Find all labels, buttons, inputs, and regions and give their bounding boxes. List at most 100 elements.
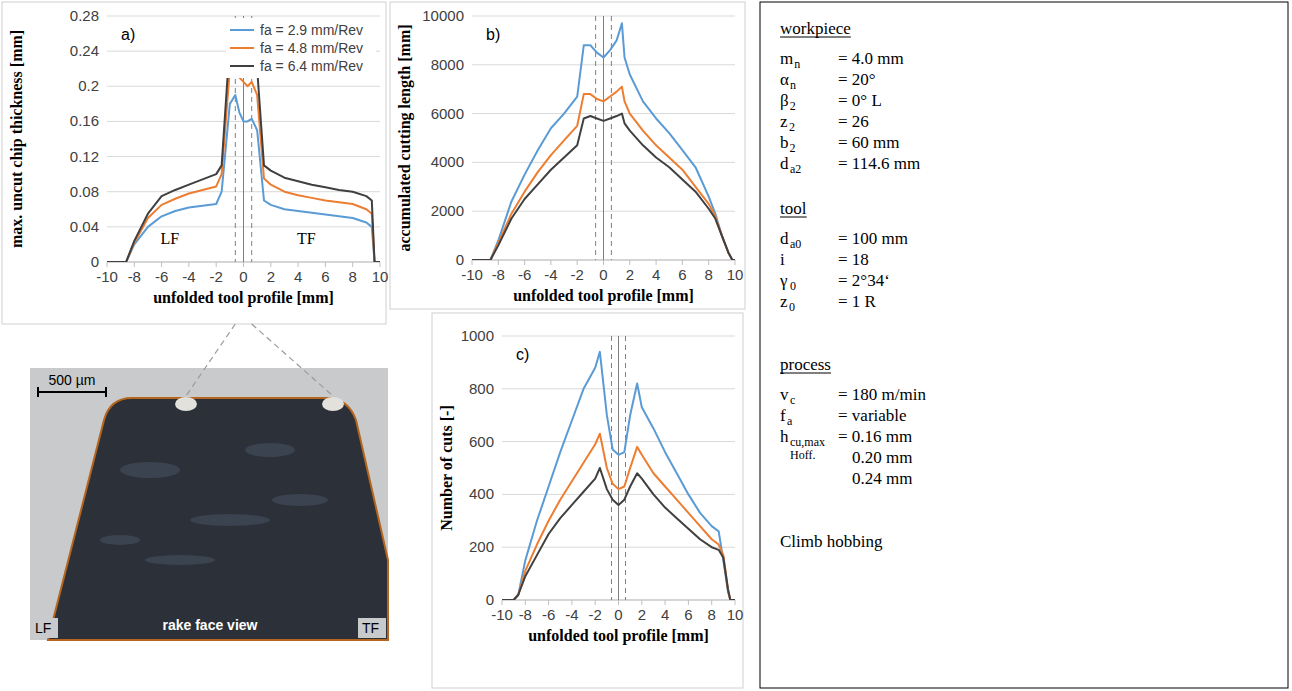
series-line (472, 87, 735, 260)
wear-spot (175, 397, 197, 411)
tick-mark (298, 262, 299, 267)
x-axis-title: unfolded tool profile [mm] (513, 287, 694, 305)
reference-line (611, 336, 612, 600)
tick-mark (502, 600, 503, 605)
x-tick-label: -2 (571, 266, 584, 283)
tick-mark (688, 600, 689, 605)
y-axis-title: max. uncut chip thickness [mm] (8, 30, 26, 248)
x-tick-label: -6 (155, 268, 168, 285)
process-note: Climb hobbing (780, 532, 883, 551)
param-symbol: v (780, 385, 789, 404)
x-tick-label: 2 (638, 606, 646, 623)
x-tick-label: 6 (321, 268, 329, 285)
x-tick-label: 8 (705, 266, 713, 283)
x-tick-label: 8 (708, 606, 716, 623)
tick-mark (525, 600, 526, 605)
photo-caption: rake face view (163, 617, 258, 633)
param-value: = 60 mm (838, 133, 900, 152)
x-tick-label: 4 (661, 606, 669, 623)
surface-texture (272, 494, 328, 506)
chart-panel: 00.040.080.120.160.20.240.28-10-8-6-4-20… (2, 2, 388, 324)
y-tick-label: 400 (469, 485, 494, 502)
tick-mark (352, 262, 353, 267)
x-tick-label: -8 (519, 606, 532, 623)
x-tick-label: 0 (614, 606, 622, 623)
reference-line (625, 336, 626, 600)
param-symbol: h (780, 427, 789, 446)
param-value: = 100 mm (838, 229, 908, 248)
underline (780, 37, 851, 38)
reference-line (603, 16, 604, 260)
x-tick-label: -4 (544, 266, 557, 283)
scale-bar (38, 391, 106, 393)
param-subscript: a (787, 414, 793, 428)
tick-mark (682, 260, 683, 265)
param-value: = 0° L (838, 91, 882, 110)
x-tick-label: -10 (96, 268, 118, 285)
chart-panel: 02004006008001000-10-8-6-4-20246810c)unf… (432, 313, 743, 688)
tick-mark (161, 262, 162, 267)
surface-texture (145, 555, 215, 565)
series-line (107, 53, 380, 262)
chart-panel: 0200040006000800010000-10-8-6-4-20246810… (390, 2, 745, 309)
param-value: = 0.16 mm (838, 427, 912, 446)
param-symbol: z (780, 112, 788, 131)
series-line (472, 114, 735, 260)
param-symbol: z (780, 292, 788, 311)
y-tick-label: 0.12 (70, 148, 99, 165)
y-tick-label: 800 (469, 380, 494, 397)
tick-mark (325, 262, 326, 267)
underline (780, 217, 807, 218)
x-tick-label: 6 (678, 266, 686, 283)
surface-texture (100, 535, 140, 545)
tick-mark (595, 600, 596, 605)
param-subscript: a2 (790, 162, 801, 176)
y-tick-label: 2000 (431, 202, 464, 219)
surface-texture (245, 443, 295, 457)
y-tick-label: 6000 (431, 105, 464, 122)
x-tick-label: -8 (128, 268, 141, 285)
reference-line (611, 16, 612, 260)
x-tick-label: 10 (727, 266, 744, 283)
x-tick-label: -6 (518, 266, 531, 283)
scale-bar-label: 500 µm (49, 372, 96, 388)
tick-mark (656, 260, 657, 265)
panel-letter: c) (516, 346, 529, 363)
x-tick-label: 10 (372, 268, 389, 285)
param-value: = variable (838, 406, 907, 425)
param-symbol: β (780, 91, 789, 110)
legend-background (226, 18, 376, 78)
legend-swatch (230, 47, 254, 49)
scale-bar-end (37, 387, 39, 397)
y-tick-label: 0.28 (70, 7, 99, 24)
tick-mark (216, 262, 217, 267)
tick-mark (472, 260, 473, 265)
x-tick-label: -2 (210, 268, 223, 285)
panel-letter: b) (486, 26, 500, 43)
tick-mark (708, 260, 709, 265)
x-tick-label: 6 (684, 606, 692, 623)
param-value: 0.24 mm (852, 469, 912, 488)
legend-swatch (230, 65, 254, 67)
x-tick-label: 0 (239, 268, 247, 285)
y-tick-label: 0.16 (70, 112, 99, 129)
panel-letter: a) (121, 26, 135, 43)
tick-mark (270, 262, 271, 267)
leader-line (186, 324, 235, 396)
y-tick-label: 4000 (431, 153, 464, 170)
tick-mark (629, 260, 630, 265)
plot-area (107, 16, 380, 262)
tick-mark (107, 262, 108, 267)
y-axis-title: Number of cuts [-] (438, 405, 455, 530)
x-tick-label: -10 (461, 266, 483, 283)
param-value: = 26 (838, 112, 869, 131)
param-subscript: 2 (790, 141, 796, 155)
legend-swatch (230, 29, 254, 31)
x-tick-label: -6 (542, 606, 555, 623)
tick-mark (711, 600, 712, 605)
surface-texture (190, 514, 270, 526)
panel-frame (432, 313, 743, 688)
x-tick-label: -4 (565, 606, 578, 623)
tool-tooth (48, 398, 388, 640)
y-tick-label: 0.08 (70, 183, 99, 200)
